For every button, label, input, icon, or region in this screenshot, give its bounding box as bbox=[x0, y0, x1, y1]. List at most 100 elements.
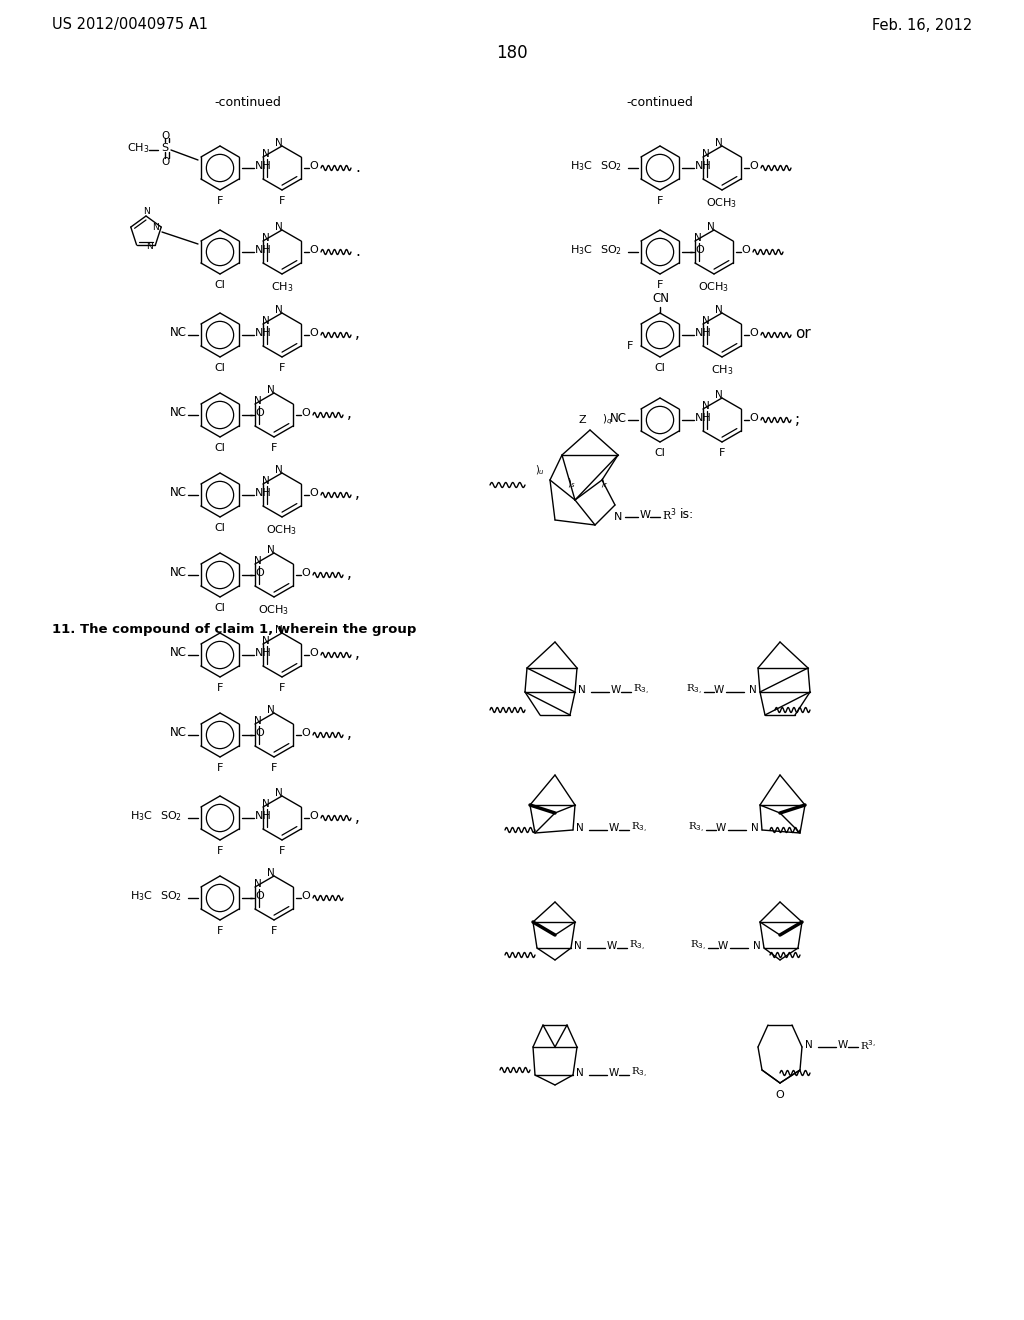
Text: R$_{3,}$: R$_{3,}$ bbox=[629, 939, 645, 953]
Text: $\mathsf{CH_3}$: $\mathsf{CH_3}$ bbox=[127, 141, 150, 154]
Text: NC: NC bbox=[170, 726, 187, 739]
Text: O: O bbox=[309, 648, 317, 657]
Text: N: N bbox=[715, 389, 723, 400]
Text: O: O bbox=[161, 157, 169, 168]
Text: S: S bbox=[162, 143, 169, 153]
Text: NH: NH bbox=[255, 648, 271, 657]
Text: R$_{3,}$: R$_{3,}$ bbox=[690, 939, 706, 953]
Text: O: O bbox=[255, 408, 264, 418]
Text: F: F bbox=[217, 763, 223, 774]
Text: ,: , bbox=[347, 407, 352, 421]
Text: W: W bbox=[609, 1068, 620, 1078]
Text: W: W bbox=[718, 941, 728, 950]
Text: F: F bbox=[217, 682, 223, 693]
Text: O: O bbox=[255, 568, 264, 578]
Text: F: F bbox=[270, 927, 278, 936]
Text: ;: ; bbox=[795, 412, 800, 426]
Text: N: N bbox=[267, 705, 274, 715]
Text: NC: NC bbox=[170, 407, 187, 420]
Text: NH: NH bbox=[255, 161, 271, 172]
Text: N: N bbox=[702, 149, 710, 158]
Text: W: W bbox=[716, 822, 726, 833]
Text: $)_r$: $)_r$ bbox=[600, 477, 609, 490]
Text: $\mathsf{CH_3}$: $\mathsf{CH_3}$ bbox=[270, 280, 293, 294]
Text: N: N bbox=[275, 788, 283, 799]
Text: Cl: Cl bbox=[215, 280, 225, 290]
Text: N: N bbox=[267, 869, 274, 878]
Text: N: N bbox=[708, 222, 715, 232]
Text: -continued: -continued bbox=[215, 95, 282, 108]
Text: N: N bbox=[275, 465, 283, 475]
Text: Cl: Cl bbox=[215, 523, 225, 533]
Text: F: F bbox=[279, 682, 286, 693]
Text: $\mathsf{SO_2}$: $\mathsf{SO_2}$ bbox=[160, 809, 182, 822]
Text: N: N bbox=[267, 385, 274, 395]
Text: O: O bbox=[301, 568, 309, 578]
Text: NC: NC bbox=[170, 326, 187, 339]
Text: CN: CN bbox=[652, 292, 669, 305]
Text: NC: NC bbox=[170, 487, 187, 499]
Text: F: F bbox=[719, 447, 725, 458]
Text: F: F bbox=[270, 444, 278, 453]
Text: N: N bbox=[702, 315, 710, 326]
Text: $\mathsf{SO_2}$: $\mathsf{SO_2}$ bbox=[600, 160, 622, 173]
Text: F: F bbox=[217, 195, 223, 206]
Text: $)_s$: $)_s$ bbox=[567, 477, 577, 490]
Text: F: F bbox=[217, 927, 223, 936]
Text: N: N bbox=[574, 941, 582, 950]
Text: O: O bbox=[301, 729, 309, 738]
Text: N: N bbox=[262, 234, 269, 243]
Text: O: O bbox=[301, 408, 309, 418]
Text: .: . bbox=[355, 243, 359, 259]
Text: N: N bbox=[267, 545, 274, 554]
Text: R$_{3,}$: R$_{3,}$ bbox=[631, 1067, 647, 1080]
Text: F: F bbox=[279, 363, 286, 374]
Text: ,: , bbox=[355, 326, 359, 342]
Text: N: N bbox=[254, 715, 262, 726]
Text: O: O bbox=[301, 891, 309, 902]
Text: ,: , bbox=[355, 487, 359, 502]
Text: N: N bbox=[575, 1068, 584, 1078]
Text: O: O bbox=[749, 327, 758, 338]
Text: NH: NH bbox=[255, 246, 271, 255]
Text: N: N bbox=[152, 223, 159, 231]
Text: 11. The compound of claim 1, wherein the group: 11. The compound of claim 1, wherein the… bbox=[52, 623, 417, 636]
Text: N: N bbox=[254, 396, 262, 407]
Text: F: F bbox=[279, 195, 286, 206]
Text: O: O bbox=[309, 810, 317, 821]
Text: NH: NH bbox=[255, 327, 271, 338]
Text: N: N bbox=[275, 222, 283, 232]
Text: W: W bbox=[611, 685, 622, 696]
Text: N: N bbox=[702, 401, 710, 411]
Text: $\mathsf{H_3C}$: $\mathsf{H_3C}$ bbox=[130, 890, 153, 903]
Text: N: N bbox=[715, 139, 723, 148]
Text: F: F bbox=[279, 846, 286, 855]
Text: N: N bbox=[254, 879, 262, 888]
Text: ,: , bbox=[355, 647, 359, 661]
Text: Cl: Cl bbox=[654, 447, 666, 458]
Text: F: F bbox=[627, 341, 633, 351]
Text: F: F bbox=[656, 280, 664, 290]
Text: NC: NC bbox=[610, 412, 627, 425]
Text: O: O bbox=[775, 1090, 784, 1100]
Text: ,: , bbox=[355, 809, 359, 825]
Text: R$_{3,}$: R$_{3,}$ bbox=[688, 821, 705, 836]
Text: $\mathsf{OCH_3}$: $\mathsf{OCH_3}$ bbox=[698, 280, 730, 294]
Text: $\mathsf{SO_2}$: $\mathsf{SO_2}$ bbox=[600, 243, 622, 257]
Text: US 2012/0040975 A1: US 2012/0040975 A1 bbox=[52, 17, 208, 33]
Text: R$_{3,}$: R$_{3,}$ bbox=[633, 682, 649, 697]
Text: $\mathsf{H_3C}$: $\mathsf{H_3C}$ bbox=[570, 243, 593, 257]
Text: NH: NH bbox=[695, 161, 712, 172]
Text: N: N bbox=[254, 556, 262, 566]
Text: $\mathsf{SO_2}$: $\mathsf{SO_2}$ bbox=[160, 890, 182, 903]
Text: N: N bbox=[262, 799, 269, 809]
Text: NH: NH bbox=[695, 327, 712, 338]
Text: $\mathsf{OCH_3}$: $\mathsf{OCH_3}$ bbox=[707, 195, 737, 210]
Text: or: or bbox=[795, 326, 811, 342]
Text: W: W bbox=[607, 941, 617, 950]
Text: $)_q$: $)_q$ bbox=[602, 413, 612, 428]
Text: O: O bbox=[255, 891, 264, 902]
Text: NH: NH bbox=[255, 488, 271, 498]
Text: Feb. 16, 2012: Feb. 16, 2012 bbox=[871, 17, 972, 33]
Text: N: N bbox=[262, 636, 269, 645]
